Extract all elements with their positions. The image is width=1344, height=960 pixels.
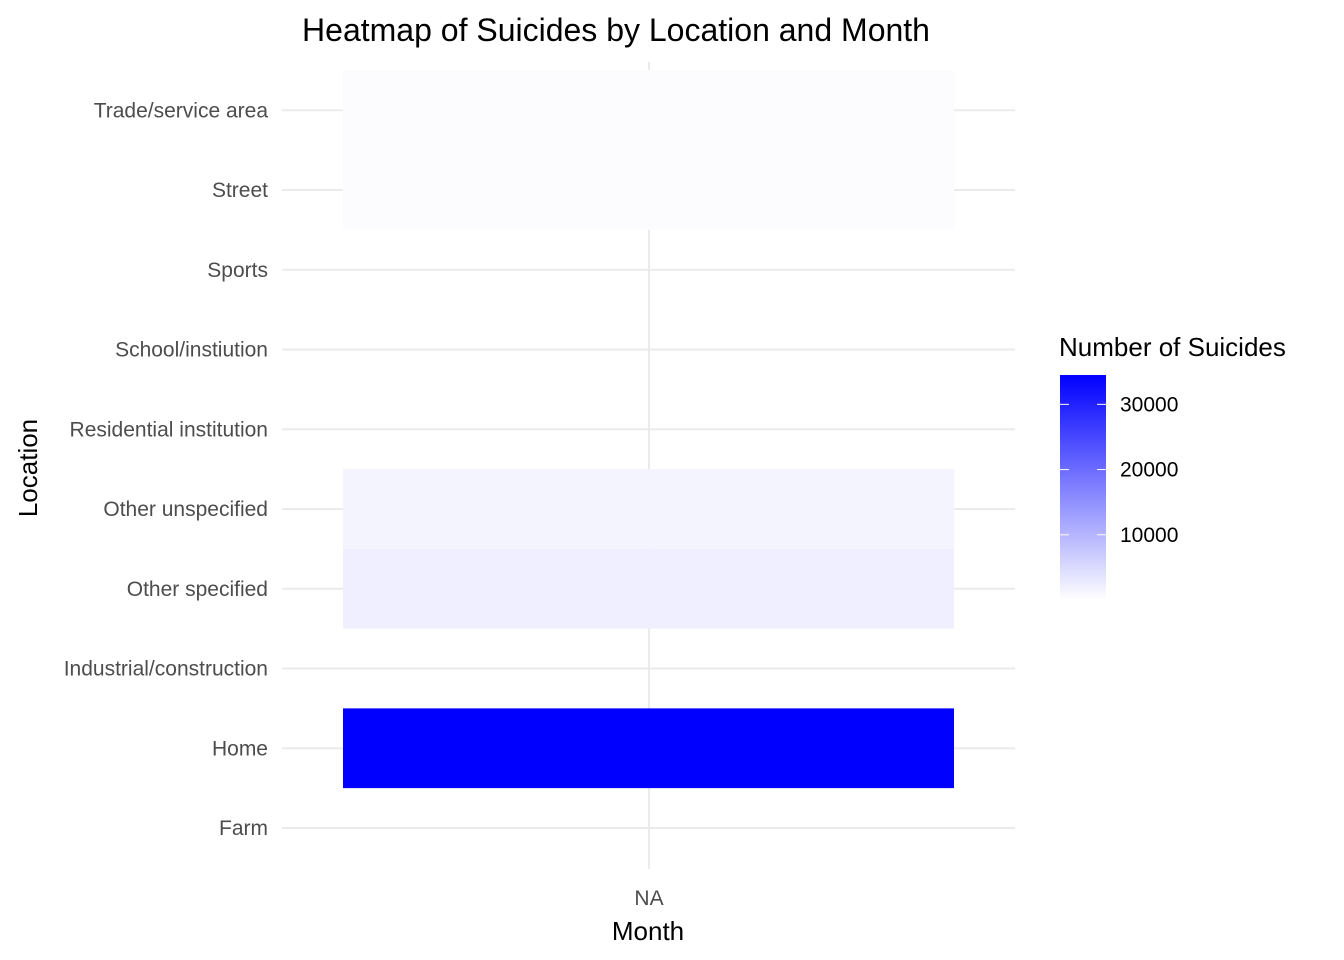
heatmap-cell-home: [343, 708, 954, 789]
legend-label-20000: 20000: [1120, 459, 1178, 482]
heatmap-cell-trade-service-area: [343, 70, 954, 151]
y-tick-labels: Farm Home Industrial/construction Other spe…: [64, 99, 269, 840]
y-tick-label-other-unspecified: Other unspecified: [103, 498, 268, 521]
legend-label-10000: 10000: [1120, 524, 1178, 547]
y-tick-label-school-instiution: School/instiution: [115, 339, 268, 362]
heatmap-cells: [343, 70, 954, 789]
legend-colorbar: [1060, 375, 1106, 600]
heatmap-cell-other-unspecified: [343, 469, 954, 549]
y-axis-title: Location: [13, 419, 43, 517]
chart-title: Heatmap of Suicides by Location and Mont…: [302, 12, 930, 48]
legend-title: Number of Suicides: [1059, 332, 1286, 362]
y-tick-label-residential-institution: Residential institution: [70, 418, 268, 441]
heatmap-cell-street: [343, 150, 954, 230]
y-tick-label-home: Home: [212, 737, 268, 760]
x-axis-title: Month: [612, 916, 684, 946]
y-tick-label-other-specified: Other specified: [127, 578, 268, 601]
y-tick-label-industrial-construction: Industrial/construction: [64, 658, 268, 681]
heatmap-cell-other-specified: [343, 548, 954, 629]
y-tick-label-trade-service-area: Trade/service area: [94, 99, 269, 122]
x-tick-labels: NA: [634, 887, 663, 910]
legend-label-30000: 30000: [1120, 393, 1178, 416]
color-legend: Number of Suicides 10000 20000 30000: [1059, 332, 1286, 600]
y-tick-label-sports: Sports: [207, 259, 268, 282]
y-tick-label-farm: Farm: [219, 817, 268, 840]
y-tick-label-street: Street: [212, 179, 268, 202]
x-tick-label-na: NA: [634, 887, 663, 910]
